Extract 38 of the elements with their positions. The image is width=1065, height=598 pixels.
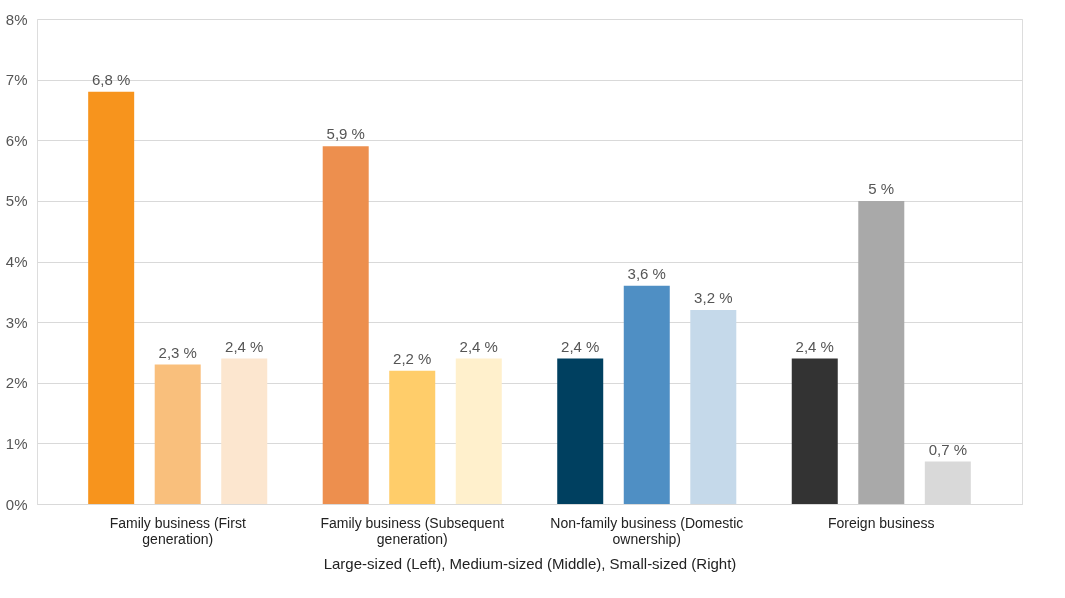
bar (858, 200, 905, 504)
bar (221, 358, 268, 504)
x-tick-label: Non-family business (Domestic ownership) (550, 514, 744, 547)
y-tick-label: 1% (5, 434, 28, 452)
y-tick-label: 4% (5, 253, 28, 270)
data-label: 6,8 % (92, 70, 131, 88)
data-label: 0,7 % (928, 440, 967, 458)
data-label: 3,2 % (694, 289, 733, 306)
x-axis-title: Large-sized (Left), Medium-sized (Middle), Small-sized (Right) (323, 554, 737, 572)
bar (88, 91, 135, 504)
data-label: 5 % (868, 179, 895, 197)
data-label: 2,4 % (459, 337, 498, 355)
bar (924, 461, 971, 504)
x-tick-label: Family business (First generation) (109, 514, 246, 547)
y-tick-label: 2% (5, 374, 28, 392)
y-tick-label: 0% (5, 495, 28, 513)
data-label: 2,4 % (225, 337, 264, 355)
y-tick-label: 8% (5, 10, 28, 28)
y-tick-label: 7% (5, 71, 28, 89)
x-tick-label: Foreign business (827, 514, 935, 531)
x-tick-label: Family business (Subsequent generation) (320, 514, 505, 547)
data-label: 5,9 % (326, 125, 365, 143)
data-label: 2,2 % (393, 349, 432, 367)
data-label: 3,6 % (627, 264, 666, 282)
bar (154, 364, 201, 504)
y-tick-label: 6% (5, 131, 28, 149)
y-tick-label: 5% (5, 192, 28, 210)
bar (690, 310, 737, 504)
data-label: 2,3 % (158, 343, 197, 361)
y-tick-label: 3% (5, 313, 28, 331)
bar (623, 285, 670, 504)
bar (557, 358, 604, 504)
bar (791, 358, 838, 504)
bar (455, 358, 502, 504)
data-label: 2,4 % (561, 337, 600, 355)
data-label: 2,4 % (795, 337, 834, 355)
bar (389, 370, 436, 504)
bar (322, 146, 369, 504)
